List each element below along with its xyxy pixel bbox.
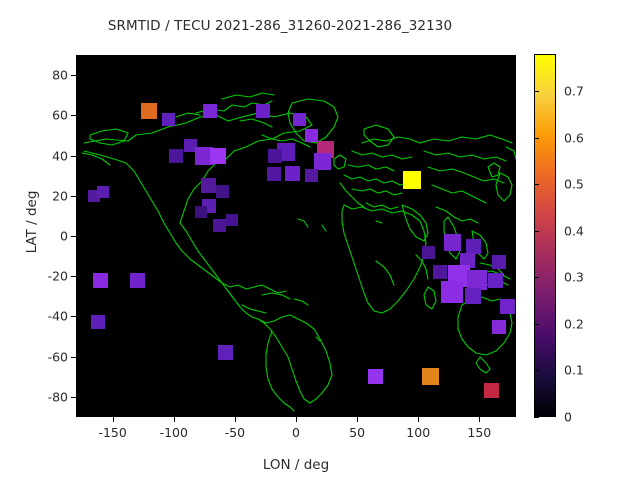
y-tick-label: -80 [47, 389, 68, 405]
y-axis-label: LAT / deg [24, 190, 40, 254]
colorbar-tick-label: 0.7 [564, 83, 584, 99]
x-tick-label: 150 [467, 425, 492, 440]
x-tick-mark [296, 417, 297, 422]
y-tick-mark [71, 356, 76, 358]
data-marker [96, 185, 109, 198]
data-marker [403, 170, 422, 189]
x-axis-label: LON / deg [262, 457, 330, 473]
y-tick-label: -20 [47, 268, 68, 284]
data-marker [293, 112, 307, 126]
data-marker [268, 148, 283, 163]
data-marker [284, 166, 300, 182]
data-marker [194, 205, 207, 218]
y-tick-mark [71, 155, 76, 157]
x-tick-mark [112, 417, 114, 422]
data-marker [491, 319, 506, 334]
data-marker [212, 219, 226, 233]
data-marker [421, 245, 435, 259]
data-marker [305, 128, 319, 142]
data-marker [491, 255, 506, 270]
colorbar-tick-label: 0.3 [564, 269, 584, 285]
data-marker [162, 112, 176, 126]
colorbar-tick-label: 0.5 [564, 176, 584, 192]
x-tick-label: -150 [98, 425, 127, 440]
data-marker [226, 213, 239, 226]
y-tick-mark [71, 396, 76, 398]
data-marker [466, 270, 487, 291]
colorbar[interactable] [534, 54, 556, 417]
data-marker [184, 139, 198, 152]
colorbar-tick-mark [534, 230, 539, 232]
colorbar-tick-mark [534, 323, 539, 325]
data-marker [195, 146, 214, 165]
y-tick-label: 40 [52, 148, 68, 164]
data-marker [216, 185, 230, 199]
colorbar-tick-label: 0.1 [564, 362, 584, 378]
data-marker [256, 104, 270, 119]
y-tick-label: -60 [47, 349, 68, 365]
y-tick-label: 80 [52, 67, 68, 83]
data-marker [267, 166, 281, 181]
y-tick-label: 0 [60, 228, 68, 244]
data-marker [305, 169, 319, 183]
data-marker [314, 153, 332, 171]
colorbar-tick-mark [534, 91, 539, 93]
data-marker [209, 147, 226, 164]
data-marker [200, 178, 216, 194]
y-tick-mark [71, 316, 76, 318]
colorbar-tick-label: 0 [564, 409, 572, 425]
y-tick-label: 60 [52, 107, 68, 123]
x-tick-mark [173, 417, 175, 422]
y-tick-mark [71, 276, 76, 278]
data-marker [169, 148, 184, 163]
data-marker [217, 345, 233, 361]
x-tick-mark [234, 417, 236, 422]
x-tick-mark [357, 417, 359, 422]
data-marker [465, 238, 481, 254]
x-tick-label: 100 [406, 425, 431, 440]
colorbar-tick-label: 0.2 [564, 316, 584, 332]
map-plot-area[interactable] [76, 55, 516, 417]
data-marker-layer [76, 55, 516, 417]
colorbar-tick-mark [534, 184, 539, 186]
x-tick-mark [479, 417, 481, 422]
x-tick-mark [418, 417, 420, 422]
colorbar-tick-label: 0.6 [564, 130, 584, 146]
colorbar-tick-mark [534, 137, 539, 139]
data-marker [465, 288, 482, 305]
data-marker [91, 315, 105, 330]
data-marker [459, 252, 475, 268]
data-marker [433, 265, 448, 280]
y-tick-mark [71, 236, 76, 237]
colorbar-tick-mark [534, 277, 539, 279]
data-marker [203, 104, 218, 119]
chart-title: SRMTID / TECU 2021-286_31260-2021-286_32… [107, 18, 453, 34]
x-tick-label: -100 [159, 425, 188, 440]
colorbar-tick-label: 0.4 [564, 223, 584, 239]
data-marker [421, 368, 439, 386]
data-marker [443, 233, 461, 251]
x-tick-label: 0 [292, 425, 300, 440]
y-tick-label: -40 [47, 308, 68, 324]
data-marker [129, 272, 145, 288]
colorbar-tick-mark [534, 417, 539, 418]
data-marker [499, 298, 515, 314]
data-marker [487, 272, 503, 288]
data-marker [484, 383, 500, 399]
y-tick-mark [71, 75, 76, 77]
data-marker [367, 369, 383, 385]
y-tick-label: 20 [52, 188, 68, 204]
data-marker [141, 103, 158, 120]
colorbar-tick-mark [534, 370, 539, 372]
y-tick-mark [71, 115, 76, 117]
data-marker [441, 281, 464, 304]
x-tick-label: -50 [224, 425, 246, 440]
x-tick-label: 50 [349, 425, 366, 440]
data-marker [92, 272, 108, 288]
y-tick-mark [71, 195, 76, 197]
colorbar-gradient [534, 54, 556, 417]
